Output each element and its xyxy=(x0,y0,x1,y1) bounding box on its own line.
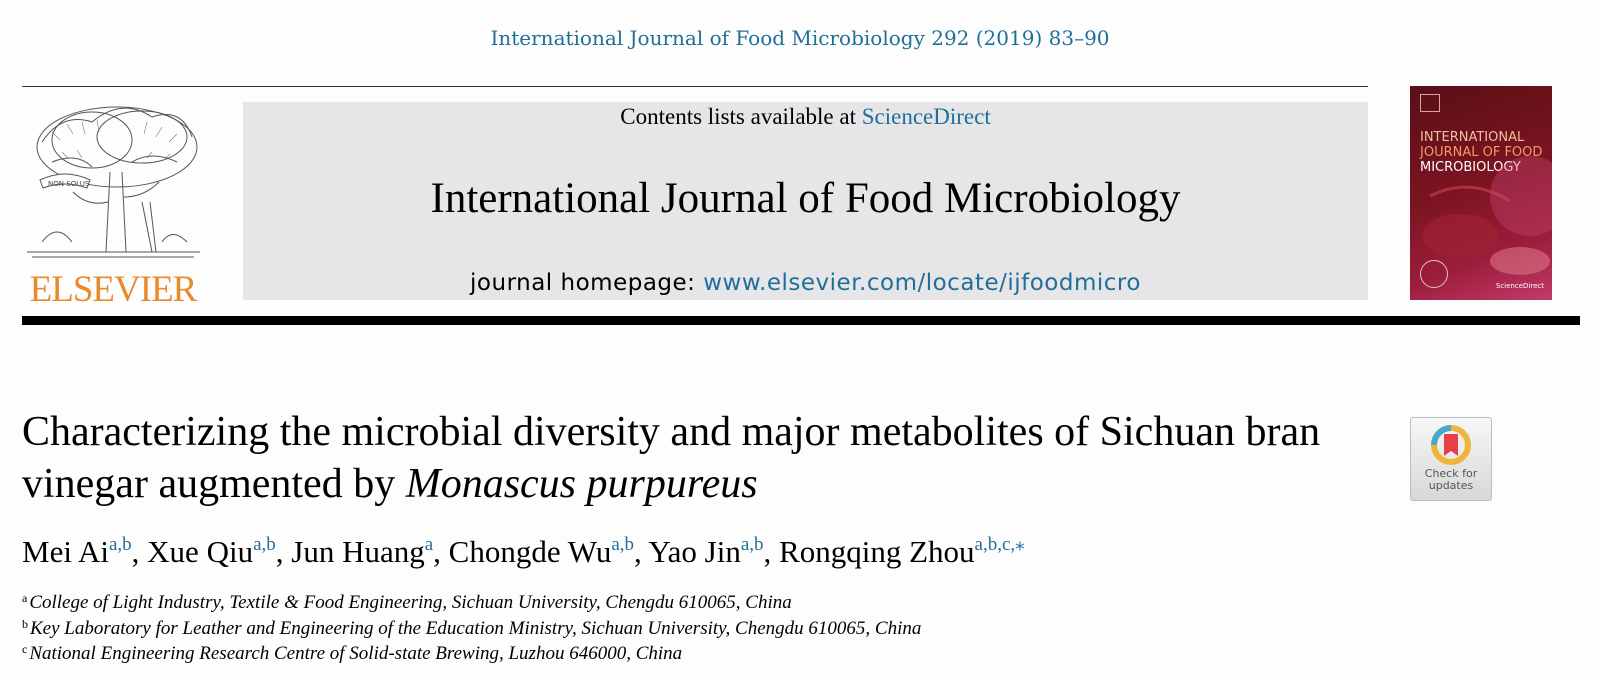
cover-seal-icon xyxy=(1420,260,1448,288)
author-name[interactable]: Yao Jin xyxy=(648,534,741,569)
author-list: Mei Aia,b, Xue Qiua,b, Jun Huanga, Chong… xyxy=(22,534,1522,570)
cover-title-line1: INTERNATIONAL xyxy=(1420,130,1525,145)
contents-prefix: Contents lists available at xyxy=(620,104,856,129)
author-affiliation-markers[interactable]: a,b xyxy=(253,534,276,555)
tree-engraving-icon: NON SOLUS xyxy=(27,106,200,258)
cover-publisher-icon xyxy=(1420,94,1440,112)
author-separator: , xyxy=(763,534,780,569)
publisher-motto: NON SOLUS xyxy=(48,180,90,188)
masthead-divider xyxy=(22,316,1580,325)
affiliation-item: b Key Laboratory for Leather and Engineer… xyxy=(22,616,1522,642)
cover-title-line2: JOURNAL OF FOOD xyxy=(1420,145,1543,160)
author-separator: , xyxy=(275,534,292,569)
bookmark-check-icon xyxy=(1431,425,1471,465)
author-separator: , xyxy=(634,534,649,569)
check-for-updates-label: Check for updates xyxy=(1411,468,1491,492)
cover-title-line3: MICROBIOLOGY xyxy=(1420,160,1521,175)
article-title-species: Monascus purpureus xyxy=(405,461,758,507)
affiliation-text: College of Light Industry, Textile & Foo… xyxy=(29,592,792,613)
sciencedirect-link[interactable]: ScienceDirect xyxy=(861,104,991,129)
homepage-line: journal homepage: www.elsevier.com/locat… xyxy=(243,270,1368,296)
journal-citation[interactable]: International Journal of Food Microbiolo… xyxy=(490,26,1110,50)
author-affiliation-markers[interactable]: a,b xyxy=(740,534,764,555)
affiliation-item: c National Engineering Research Centre of… xyxy=(22,641,1522,667)
journal-title: International Journal of Food Microbiolo… xyxy=(430,175,1181,222)
journal-cover[interactable]: INTERNATIONAL JOURNAL OF FOOD MICROBIOLO… xyxy=(1410,86,1552,300)
check-for-updates-button[interactable]: Check for updates xyxy=(1410,417,1492,501)
affiliation-key: b xyxy=(22,616,28,631)
affiliation-text: National Engineering Research Centre of … xyxy=(29,643,683,664)
update-label-line2: updates xyxy=(1428,479,1474,492)
publisher-logo[interactable]: NON SOLUS ELSEVIER xyxy=(22,102,204,310)
author-affiliation-markers[interactable]: a,b xyxy=(108,534,132,555)
article-title: Characterizing the microbial diversity a… xyxy=(22,406,1362,510)
publisher-name: ELSEVIER xyxy=(29,269,198,310)
author-name[interactable]: Mei Ai xyxy=(22,534,109,569)
cover-microbe-illustration xyxy=(1422,156,1552,275)
author-affiliation-markers[interactable]: a xyxy=(424,534,434,555)
homepage-link[interactable]: www.elsevier.com/locate/ijfoodmicro xyxy=(703,270,1141,296)
affiliation-list: a College of Light Industry, Textile & Fo… xyxy=(22,590,1522,667)
author-separator: , xyxy=(433,534,449,569)
author-name[interactable]: Rongqing Zhou xyxy=(779,534,975,569)
cover-title: INTERNATIONAL JOURNAL OF FOOD MICROBIOLO… xyxy=(1420,130,1550,175)
author-name[interactable]: Xue Qiu xyxy=(147,534,254,569)
affiliation-key: c xyxy=(22,642,28,656)
author-separator: , xyxy=(131,534,148,569)
author-affiliation-markers[interactable]: a,b,c,⁎ xyxy=(974,534,1025,555)
homepage-label: journal homepage: xyxy=(470,270,696,296)
journal-masthead: Contents lists available at ScienceDirec… xyxy=(243,102,1368,300)
update-label-line1: Check for xyxy=(1424,467,1478,480)
author-affiliation-markers[interactable]: a,b xyxy=(611,534,635,555)
contents-line: Contents lists available at ScienceDirec… xyxy=(243,104,1368,130)
cover-footer: ScienceDirect xyxy=(1495,282,1544,290)
affiliation-key: a xyxy=(22,591,28,605)
author-name[interactable]: Jun Huang xyxy=(291,534,425,569)
header-divider xyxy=(22,86,1368,87)
affiliation-item: a College of Light Industry, Textile & Fo… xyxy=(22,590,1522,616)
affiliation-text: Key Laboratory for Leather and Engineeri… xyxy=(30,617,922,639)
article-title-main: Characterizing the microbial diversity a… xyxy=(22,409,1321,507)
author-name[interactable]: Chongde Wu xyxy=(448,534,612,569)
